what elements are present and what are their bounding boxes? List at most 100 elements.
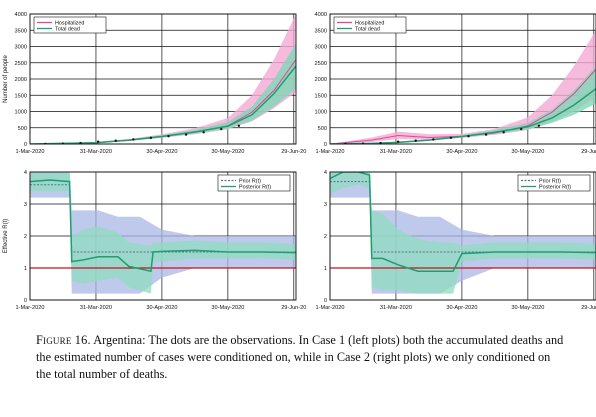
observation-point <box>379 141 382 144</box>
observation-point <box>202 131 205 134</box>
x-tick-label: 29-Jun-20 <box>281 305 306 311</box>
x-tick-label: 29-Jun-20 <box>581 149 596 155</box>
y-tick-label: 1000 <box>15 110 27 116</box>
x-tick-label: 30-Apr-2020 <box>446 149 477 155</box>
y-tick-label: 4 <box>24 170 27 176</box>
y-tick-label: 3 <box>24 202 27 208</box>
x-tick-label: 29-Jun-20 <box>581 305 596 311</box>
observation-point <box>220 127 223 131</box>
x-tick-label: 30-May-2020 <box>511 305 544 311</box>
case1-counts-panel: 0 500 1000 1500 2000 2500 3000 3500 4000 1-Mar-20… <box>3 12 306 155</box>
observation-point <box>502 131 505 134</box>
series-band <box>330 30 596 144</box>
observation-point <box>114 139 117 142</box>
legend-label: Total dead <box>55 27 80 33</box>
y-tick-label: 4000 <box>315 12 327 18</box>
case2-rt-panel: 0 1 2 3 4 1-Mar-2020 31-Mar-2020 30-Apr-2020 30-… <box>316 170 596 311</box>
y-tick-label: 1 <box>324 266 327 272</box>
observation-point <box>484 133 488 136</box>
y-tick-label: 1500 <box>15 93 27 99</box>
case1-rt-plot-area <box>30 172 296 294</box>
x-tick-label: 30-May-2020 <box>211 305 244 311</box>
plot-frame <box>29 171 297 301</box>
y-tick-label: 3500 <box>315 28 327 34</box>
x-tick-label: 30-May-2020 <box>211 149 244 155</box>
legend-label: Hospitalized <box>55 21 84 27</box>
x-tick-label: 30-May-2020 <box>511 149 544 155</box>
observation-point <box>537 124 541 128</box>
y-tick-label: 4 <box>324 170 327 176</box>
plot-frame <box>329 13 596 145</box>
observation-point <box>432 138 435 141</box>
observation-point <box>184 133 188 136</box>
figure-charts: 050010001500200025003000350040001-Mar-20… <box>3 12 596 311</box>
legend-label: Prior R(t) <box>239 179 261 185</box>
y-tick-label: 500 <box>18 126 27 132</box>
x-tick-label: 1-Mar-2020 <box>16 149 45 155</box>
x-tick-label: 29-Jun-20 <box>281 149 306 155</box>
y-tick-label: 2 <box>324 234 327 240</box>
figure-caption: Figure 16. Argentina: The dots are the o… <box>36 332 566 383</box>
y-tick-label: 2500 <box>15 61 27 67</box>
observation-point <box>467 135 470 138</box>
x-tick-label: 31-Mar-2020 <box>80 149 112 155</box>
y-tick-label: 1000 <box>315 110 327 116</box>
y-tick-label: 2500 <box>315 61 327 67</box>
x-tick-label: 31-Mar-2020 <box>80 305 112 311</box>
x-tick-label: 1-Mar-2020 <box>316 149 345 155</box>
case2-counts-plot-area <box>330 30 596 144</box>
y-tick-label: 500 <box>318 126 327 132</box>
y-tick-label: 3 <box>324 202 327 208</box>
observation-point <box>167 135 170 138</box>
plot-frame <box>29 13 297 145</box>
y-tick-label: 1500 <box>315 93 327 99</box>
y-axis-label: Effective R(t) <box>3 219 9 254</box>
y-tick-label: 3500 <box>15 28 27 34</box>
observation-point <box>149 136 153 140</box>
y-tick-label: 0 <box>24 142 27 148</box>
series-band <box>330 172 596 294</box>
series-line <box>330 88 596 144</box>
case2-rt-plot-area <box>330 172 596 294</box>
observation-point <box>96 140 100 143</box>
legend-label: Hospitalized <box>355 21 384 27</box>
y-tick-label: 1 <box>24 266 27 272</box>
x-tick-label: 30-Apr-2020 <box>146 149 177 155</box>
observation-point <box>132 138 135 141</box>
x-tick-label: 30-Apr-2020 <box>446 305 477 311</box>
legend-label: Posterior R(t) <box>539 185 571 191</box>
observation-point <box>79 141 82 144</box>
y-axis-label: Number of people <box>3 54 9 102</box>
y-tick-label: 3000 <box>315 45 327 51</box>
legend-label: Total dead <box>355 27 380 33</box>
series-line <box>330 172 596 272</box>
observation-point <box>414 139 417 142</box>
y-tick-label: 0 <box>324 298 327 304</box>
x-tick-label: 30-Apr-2020 <box>146 305 177 311</box>
caption-text: Argentina: The dots are the observations… <box>36 333 564 381</box>
x-tick-label: 1-Mar-2020 <box>16 305 45 311</box>
case1-rt-panel: 0 1 2 3 4 1-Mar-2020 31-Mar-2020 30-Apr-2020 30-… <box>3 170 306 311</box>
x-tick-label: 31-Mar-2020 <box>380 305 412 311</box>
x-tick-label: 31-Mar-2020 <box>380 149 412 155</box>
observation-point <box>449 136 453 140</box>
x-tick-label: 1-Mar-2020 <box>316 305 345 311</box>
y-tick-label: 3000 <box>15 45 27 51</box>
legend-label: Prior R(t) <box>539 179 561 185</box>
y-tick-label: 4000 <box>15 12 27 18</box>
y-tick-label: 0 <box>324 142 327 148</box>
y-tick-label: 2000 <box>15 77 27 83</box>
series-line <box>30 179 296 273</box>
y-tick-label: 2 <box>24 234 27 240</box>
case2-counts-panel: 0 500 1000 1500 2000 2500 3000 3500 4000 1-Mar-20… <box>315 12 596 155</box>
observation-point <box>520 127 523 131</box>
legend-label: Posterior R(t) <box>239 185 271 191</box>
y-tick-label: 0 <box>24 298 27 304</box>
observation-point <box>237 124 241 128</box>
y-tick-label: 2000 <box>315 77 327 83</box>
figure-label: Figure 16. <box>36 333 91 347</box>
observation-point <box>396 140 400 143</box>
series-line <box>30 65 296 144</box>
series-band <box>30 172 296 294</box>
case1-counts-plot-area <box>30 14 296 144</box>
